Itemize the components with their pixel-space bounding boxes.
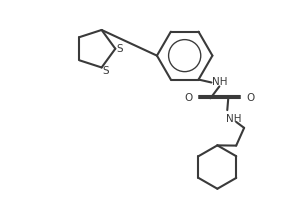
Text: O: O bbox=[184, 93, 193, 103]
Text: O: O bbox=[246, 93, 254, 103]
Text: NH: NH bbox=[226, 114, 242, 124]
Text: NH: NH bbox=[212, 77, 228, 87]
Text: S: S bbox=[116, 44, 123, 54]
Text: S: S bbox=[103, 66, 109, 76]
